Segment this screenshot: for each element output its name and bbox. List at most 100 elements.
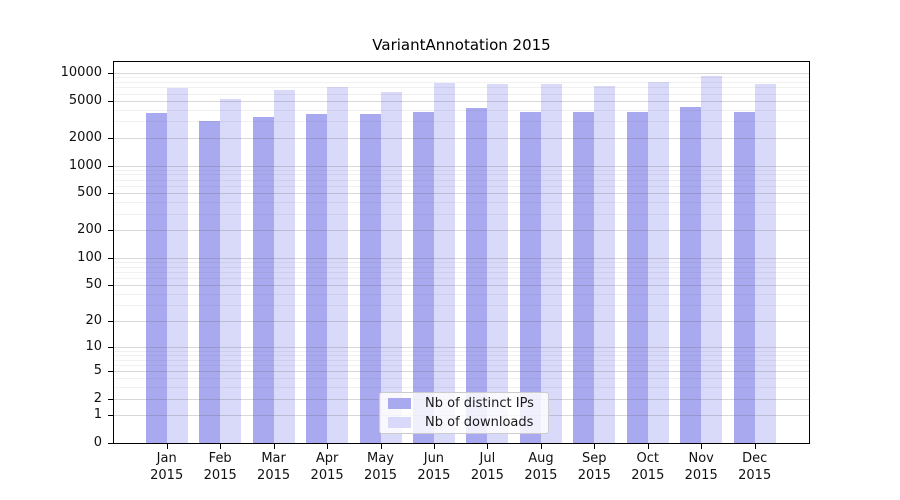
- bar-distinct-ips-jun: [412, 112, 434, 443]
- y-tick-label: 2: [93, 390, 102, 406]
- x-tick-mark: [327, 444, 329, 449]
- gridline: [114, 320, 809, 322]
- gridline: [114, 82, 809, 83]
- gridline: [114, 359, 809, 361]
- legend-swatch-downloads: [388, 417, 411, 428]
- y-tick-label: 50: [85, 277, 102, 292]
- gridline: [114, 285, 809, 286]
- legend-row-downloads: Nb of downloads: [388, 415, 548, 430]
- gridline: [114, 346, 809, 348]
- bar-distinct-ips-mar: [252, 116, 274, 443]
- x-tick-label-aug: Aug 2015: [524, 451, 558, 483]
- gridline: [114, 87, 809, 89]
- gridline: [114, 305, 809, 306]
- gridline: [114, 73, 809, 74]
- x-tick-label-jun: Jun 2015: [417, 451, 451, 483]
- bar-distinct-ips-nov: [680, 106, 702, 443]
- gridline: [114, 179, 809, 181]
- x-tick-label-jul: Jul 2015: [470, 451, 504, 483]
- y-tick-mark: [108, 73, 113, 74]
- gridline: [114, 371, 809, 372]
- bar-distinct-ips-jul: [466, 107, 488, 443]
- bar-distinct-ips-may: [359, 114, 381, 443]
- plot-area: [113, 61, 810, 444]
- gridline: [114, 350, 809, 352]
- gridline: [114, 109, 809, 111]
- y-tick-label: 5: [93, 363, 102, 378]
- gridline: [114, 77, 809, 79]
- y-tick-label: 100: [77, 249, 102, 265]
- y-tick-mark: [108, 257, 113, 259]
- gridline: [114, 354, 809, 356]
- y-tick-mark: [108, 415, 113, 417]
- y-tick-label: 2000: [68, 129, 102, 145]
- bar-downloads-jan: [166, 87, 188, 443]
- gridline: [114, 266, 809, 268]
- bar-distinct-ips-apr: [306, 113, 328, 443]
- x-tick-label-dec: Dec 2015: [738, 451, 772, 483]
- gridline: [114, 174, 809, 176]
- gridline: [114, 137, 809, 139]
- x-tick-label-may: May 2015: [363, 451, 398, 483]
- gridline: [114, 271, 809, 273]
- y-tick-label: 500: [77, 185, 102, 201]
- y-tick-label: 1000: [68, 157, 102, 173]
- gridline: [114, 261, 809, 263]
- y-tick-label: 0: [93, 435, 102, 450]
- x-tick-label-oct: Oct 2015: [631, 451, 665, 483]
- y-tick-label: 1: [93, 407, 102, 423]
- x-tick-label-sep: Sep 2015: [577, 451, 611, 483]
- grid-layer: [114, 62, 809, 443]
- x-tick-mark: [540, 444, 542, 449]
- y-tick-mark: [108, 398, 113, 400]
- y-tick-mark: [108, 320, 113, 322]
- x-tick-mark: [647, 444, 649, 449]
- legend-swatch-distinct-ips: [388, 398, 411, 409]
- bars-layer: [114, 62, 809, 443]
- legend-label-downloads: Nb of downloads: [425, 415, 534, 430]
- y-tick-label: 5000: [68, 92, 102, 108]
- y-tick-mark: [108, 443, 113, 444]
- bar-distinct-ips-aug: [519, 111, 541, 443]
- x-tick-mark: [273, 444, 275, 449]
- bar-downloads-oct: [647, 81, 669, 443]
- bar-distinct-ips-dec: [733, 111, 755, 443]
- gridline: [114, 277, 809, 279]
- bar-downloads-apr: [327, 87, 349, 443]
- legend: Nb of distinct IPs Nb of downloads: [379, 392, 549, 434]
- y-tick-mark: [108, 165, 113, 167]
- y-tick-mark: [108, 346, 113, 348]
- bar-downloads-jul: [487, 84, 509, 443]
- x-tick-label-nov: Nov 2015: [684, 451, 718, 483]
- y-tick-mark: [108, 137, 113, 139]
- y-tick-label: 10: [85, 338, 102, 354]
- y-tick-mark: [108, 100, 113, 102]
- gridline: [114, 202, 809, 204]
- y-tick-mark: [108, 193, 113, 195]
- y-tick-label: 20: [85, 312, 102, 328]
- gridline: [114, 293, 809, 295]
- x-tick-mark: [594, 444, 596, 449]
- gridline: [114, 387, 809, 389]
- bar-downloads-jun: [433, 82, 455, 443]
- gridline: [114, 93, 809, 95]
- x-tick-mark: [487, 444, 489, 449]
- bar-downloads-dec: [754, 84, 776, 443]
- x-tick-label-jan: Jan 2015: [150, 451, 184, 483]
- bar-distinct-ips-sep: [573, 112, 595, 443]
- y-tick-label: 200: [77, 222, 102, 237]
- gridline: [114, 257, 809, 259]
- gridline: [114, 193, 809, 195]
- gridline: [114, 364, 809, 366]
- chart-title: VariantAnnotation 2015: [372, 36, 551, 54]
- bar-distinct-ips-jan: [145, 112, 167, 443]
- bar-downloads-feb: [220, 99, 242, 443]
- bar-downloads-sep: [594, 85, 616, 443]
- gridline: [114, 378, 809, 380]
- gridline: [114, 186, 809, 187]
- x-tick-mark: [433, 444, 435, 449]
- gridline: [114, 230, 809, 231]
- x-tick-mark: [754, 444, 756, 449]
- gridline: [114, 169, 809, 171]
- bar-distinct-ips-feb: [199, 121, 221, 443]
